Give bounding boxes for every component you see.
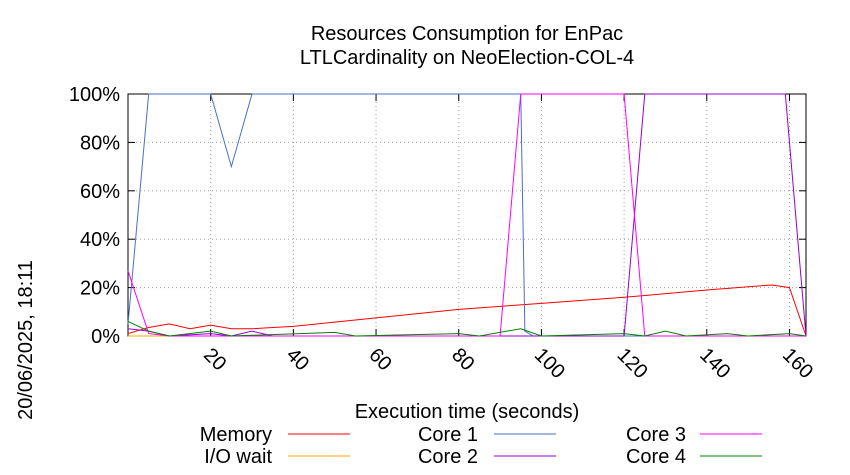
x-tick-label: 40 [282,344,313,375]
grid [128,93,806,337]
x-tick-label: 20 [199,344,230,375]
plot-border [127,93,807,337]
series-line-core-4 [127,321,807,337]
x-tick-label: 140 [695,344,734,383]
y-tick-label: 20% [80,278,120,300]
series-lines [127,93,807,337]
axes [127,93,807,337]
x-tick-label: 60 [365,344,396,375]
y-tick-label: 60% [80,181,120,203]
y-tick-label: 100% [69,84,120,106]
legend-label-core-4: Core 4 [626,446,686,468]
y-tick-label: 80% [80,132,120,154]
x-axis-label: Execution time (seconds) [355,401,580,423]
series-line-core-3 [127,93,806,337]
chart-title-line-1: Resources Consumption for EnPac [311,23,623,45]
legend-label-core-3: Core 3 [626,424,686,446]
legend-label-i-o-wait: I/O wait [204,446,272,468]
series-line-core-2 [127,93,807,337]
y-tick-label: 40% [80,229,120,251]
legend-label-core-2: Core 2 [418,446,478,468]
x-tick-label: 120 [613,344,652,383]
y-axis-ticks: 0% 20% 40% 60% 80% 100% [69,84,806,348]
series-line-core-1 [127,93,806,337]
x-tick-label: 160 [778,344,817,383]
legend-label-memory: Memory [200,424,272,446]
timestamp-label: 20/06/2025, 18:11 [15,260,37,420]
x-tick-label: 80 [447,344,478,375]
chart-title-line-2: LTLCardinality on NeoElection-COL-4 [300,47,634,69]
series-line-memory [127,284,807,337]
legend-label-core-1: Core 1 [418,424,478,446]
x-tick-label: 100 [530,344,569,383]
y-tick-label: 0% [91,326,120,348]
